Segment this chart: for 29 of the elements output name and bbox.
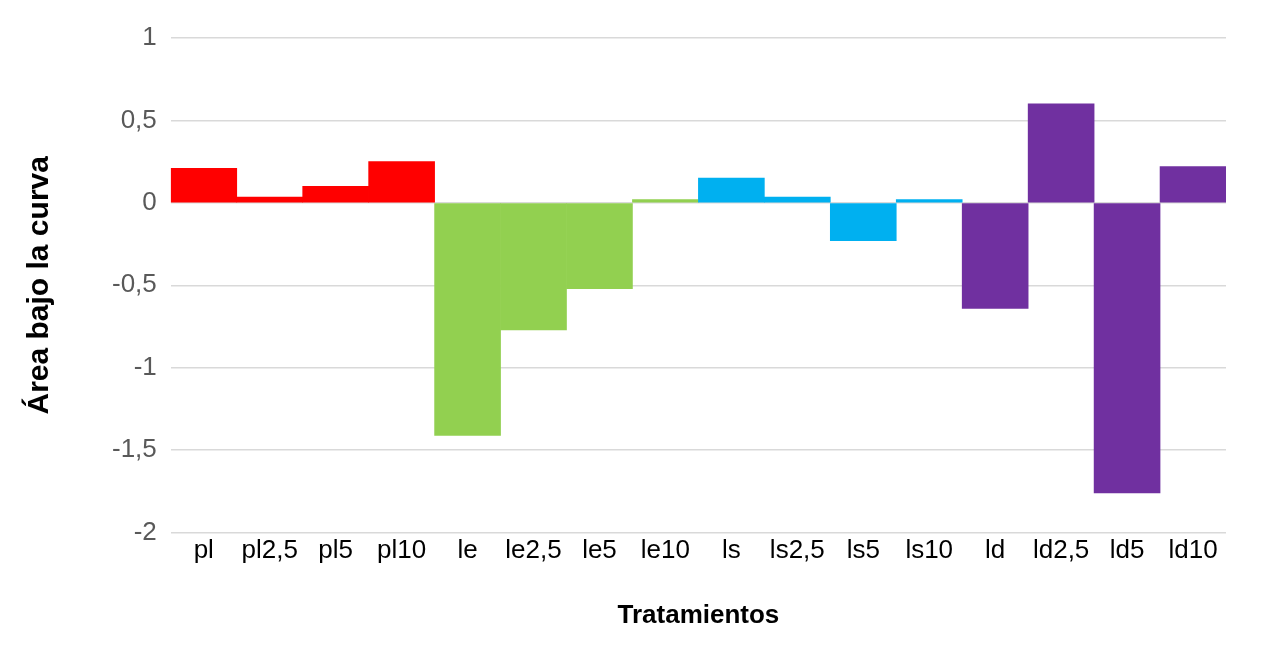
x-tick-label: ld5 xyxy=(1109,534,1145,565)
y-tick-label: 0 xyxy=(142,186,157,217)
bar xyxy=(1093,203,1161,494)
x-tick-label: le5 xyxy=(582,534,617,565)
y-tick-label: 1 xyxy=(142,21,157,52)
x-tick-label: le2,5 xyxy=(505,534,562,565)
x-tick-label: le xyxy=(457,534,478,565)
x-tick-label: pl xyxy=(193,534,214,565)
y-tick-label: -1,5 xyxy=(111,433,157,464)
y-axis-title: Área bajo la curva xyxy=(21,155,55,415)
x-tick-label: ld xyxy=(985,534,1006,565)
x-tick-label: le10 xyxy=(640,534,690,565)
bar xyxy=(961,203,1029,309)
x-tick-label: ls2,5 xyxy=(769,534,825,565)
bar xyxy=(1027,103,1095,203)
x-tick-label: ls10 xyxy=(905,534,954,565)
x-tick-label: ld2,5 xyxy=(1032,534,1090,565)
x-tick-label: ls5 xyxy=(846,534,880,565)
x-tick-label: pl10 xyxy=(377,534,427,565)
x-tick-label: pl2,5 xyxy=(241,534,298,565)
y-tick-label: -2 xyxy=(133,515,157,546)
x-axis-title: Tratamientos xyxy=(617,598,780,629)
x-tick-label: ls xyxy=(721,534,741,565)
x-tick-label: ld10 xyxy=(1168,534,1218,565)
bar xyxy=(1159,166,1226,203)
y-tick-label: 0,5 xyxy=(120,103,157,134)
x-tick-label: pl5 xyxy=(318,534,354,565)
y-tick-label: -1 xyxy=(133,350,157,381)
y-tick-label: -0,5 xyxy=(111,268,157,299)
